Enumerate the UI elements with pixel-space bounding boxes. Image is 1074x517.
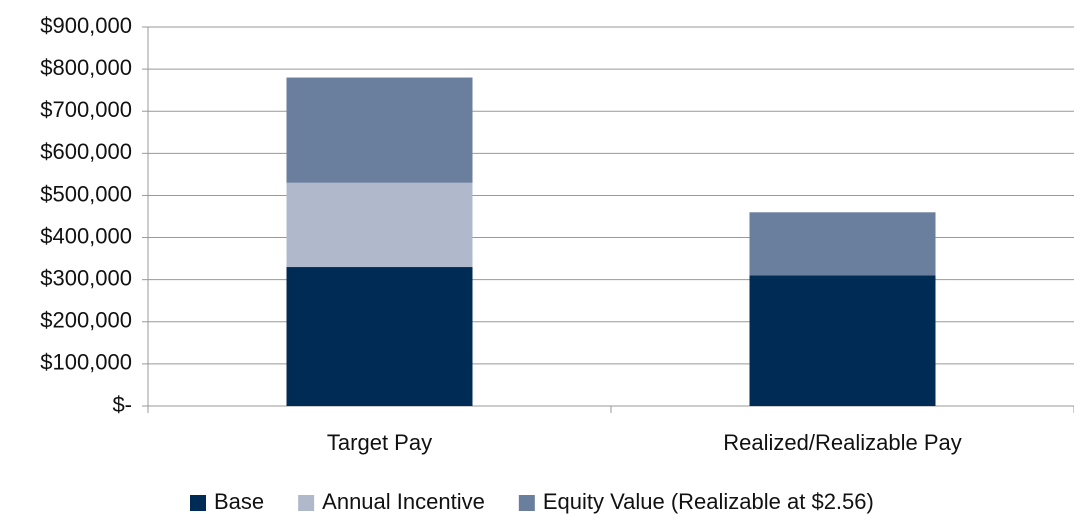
legend-label: Equity Value (Realizable at $2.56): [543, 489, 874, 514]
y-tick-label: $300,000: [40, 265, 132, 290]
y-tick-label: $900,000: [40, 13, 132, 38]
y-tick-label: $400,000: [40, 223, 132, 248]
legend-swatch: [190, 495, 206, 511]
bar-segment: [286, 182, 473, 268]
legend-label: Base: [214, 489, 264, 514]
bar-segment: [749, 212, 936, 276]
y-tick-label: $500,000: [40, 181, 132, 206]
bar-segment: [749, 275, 936, 406]
legend-swatch: [298, 495, 315, 511]
y-tick-label: $800,000: [40, 55, 132, 80]
x-tick-label: Realized/Realizable Pay: [723, 430, 961, 455]
y-tick-label: $700,000: [40, 97, 132, 122]
legend-label: Annual Incentive: [322, 489, 485, 514]
legend-swatch: [518, 495, 535, 511]
y-tick-label: $600,000: [40, 139, 132, 164]
y-tick-label: $100,000: [40, 350, 132, 375]
x-tick-label: Target Pay: [327, 430, 432, 455]
bar-segment: [286, 77, 473, 183]
y-tick-label: $200,000: [40, 308, 132, 333]
bar-segment: [286, 267, 473, 406]
y-tick-label: $-: [112, 392, 132, 417]
